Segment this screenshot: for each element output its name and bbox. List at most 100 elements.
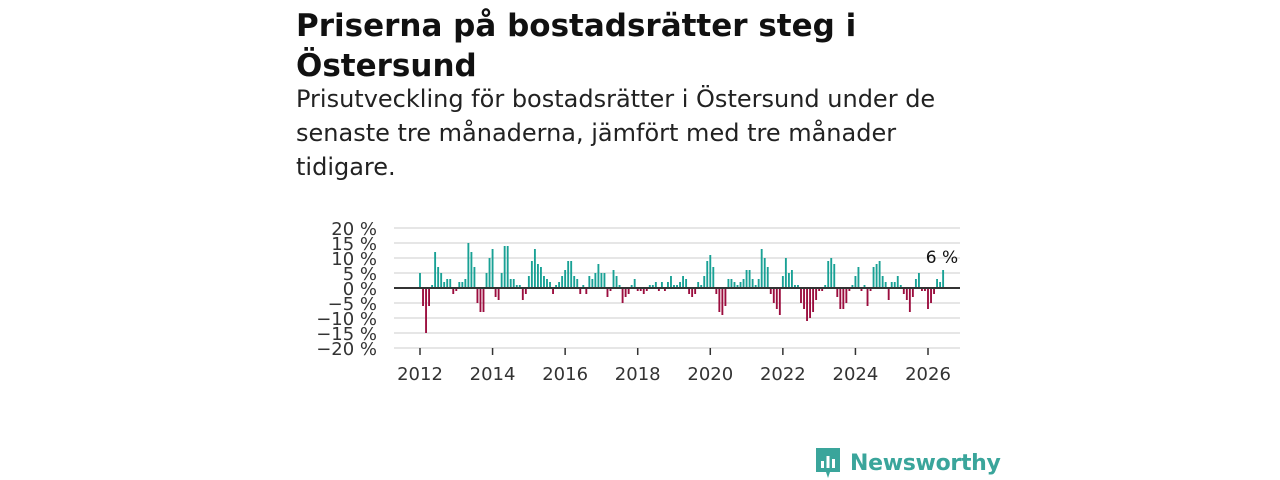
bar (866, 288, 869, 306)
bar (824, 285, 827, 288)
x-tick-label: 2024 (833, 364, 879, 385)
bar (597, 264, 600, 288)
bar (712, 267, 715, 288)
bar (794, 285, 796, 288)
bar (567, 261, 570, 288)
bar (821, 288, 824, 291)
last-value-label: 6 % (926, 248, 958, 268)
bar (518, 285, 521, 288)
bar (449, 279, 452, 288)
bar (467, 243, 470, 288)
bar (700, 285, 703, 288)
bar (660, 282, 663, 288)
bar (685, 279, 688, 288)
y-tick-label: 15 % (331, 234, 377, 255)
bar (763, 258, 766, 288)
bar (760, 249, 763, 288)
bar (530, 261, 533, 288)
bar (561, 276, 564, 288)
bar (473, 267, 476, 288)
bar (854, 276, 857, 288)
bar (718, 288, 721, 312)
bar (651, 285, 654, 288)
y-tick-label: 5 % (343, 264, 377, 285)
bar (933, 288, 935, 294)
bar (639, 288, 642, 291)
x-tick-label: 2018 (615, 364, 661, 385)
bar (536, 264, 539, 288)
bar (769, 288, 772, 294)
bar (437, 267, 440, 288)
bar (930, 288, 932, 303)
bar (576, 279, 579, 288)
bar-series (419, 243, 945, 333)
bar (709, 255, 712, 288)
bar (890, 282, 893, 288)
bar (754, 285, 757, 288)
bar (540, 267, 542, 288)
bar (818, 288, 821, 291)
bar (927, 288, 929, 309)
bar (875, 264, 878, 288)
bar (521, 288, 524, 300)
bar (582, 285, 585, 288)
bar (863, 285, 866, 288)
bar (806, 288, 808, 321)
bar (606, 288, 609, 297)
bar (673, 285, 675, 288)
bar (461, 282, 464, 288)
bar (515, 285, 518, 288)
bar (781, 276, 784, 288)
bar (836, 288, 839, 297)
bar (657, 288, 660, 291)
bar (727, 279, 730, 288)
bar (479, 288, 482, 312)
bar (833, 264, 836, 288)
bar (546, 279, 548, 288)
bar (624, 288, 627, 297)
bar (803, 288, 805, 309)
bar (851, 285, 854, 288)
bar (790, 270, 793, 288)
bar (917, 273, 920, 288)
bar (688, 288, 691, 294)
bar (428, 288, 430, 306)
bar (872, 267, 875, 288)
bar (857, 267, 860, 288)
bar (648, 285, 651, 288)
bar (452, 288, 455, 294)
bar (663, 288, 666, 291)
y-tick-label: −15 % (316, 324, 377, 345)
bar (778, 288, 781, 315)
newsworthy-logo-icon (816, 448, 840, 478)
bar (527, 276, 530, 288)
bar (524, 288, 527, 294)
bar (603, 273, 606, 288)
bar (742, 279, 745, 288)
bar (470, 252, 473, 288)
bar (615, 276, 618, 288)
bar (694, 288, 697, 294)
bar (721, 288, 724, 315)
bar (809, 288, 811, 318)
newsworthy-logo: Newsworthy (814, 446, 1001, 480)
bar (812, 288, 815, 312)
bar (939, 282, 942, 288)
x-tick-label: 2020 (687, 364, 733, 385)
bar (654, 282, 657, 288)
bar (914, 279, 917, 288)
bar (751, 279, 754, 288)
bar (902, 288, 905, 294)
bar (775, 288, 778, 309)
bar (691, 288, 694, 297)
bar (458, 282, 461, 288)
bar (830, 258, 833, 288)
page-subtitle: Prisutveckling för bostadsrätter i Öster… (296, 85, 936, 181)
bar (936, 279, 938, 288)
bar (425, 288, 427, 333)
bar (893, 282, 896, 288)
bar (440, 273, 443, 288)
bar (579, 288, 582, 294)
bar (434, 252, 437, 288)
bar (905, 288, 908, 300)
